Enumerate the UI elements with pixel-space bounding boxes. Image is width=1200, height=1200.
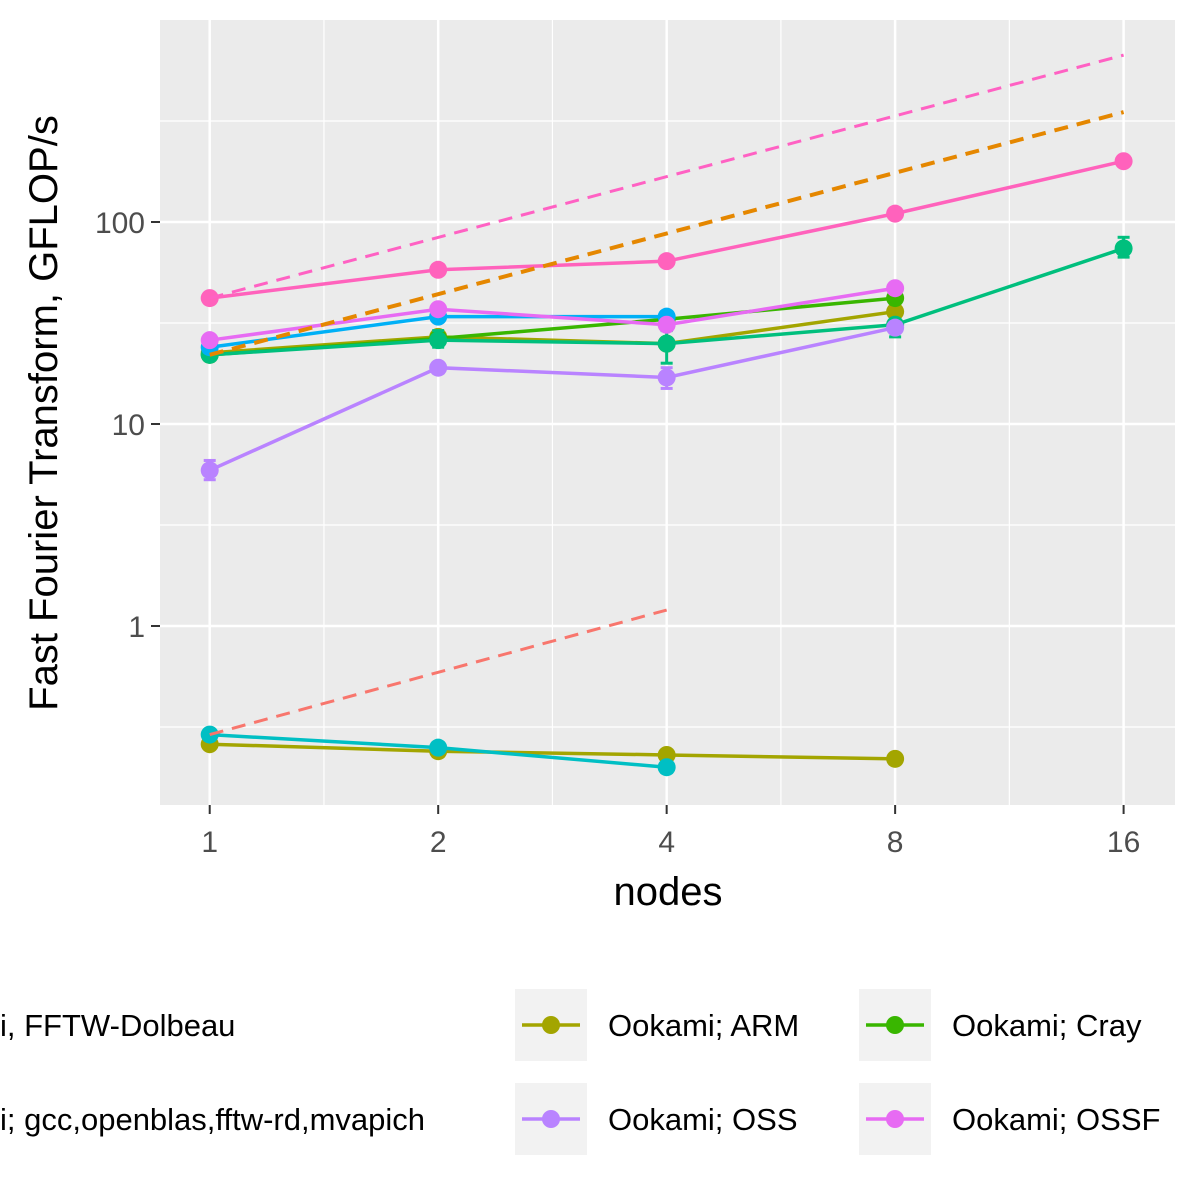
legend-label: Ookami; ARM xyxy=(608,1008,799,1043)
x-tick-label: 1 xyxy=(201,826,218,859)
series-11 xyxy=(209,53,1124,300)
data-point xyxy=(657,368,676,387)
legend-item: Ookami; ARM xyxy=(515,989,799,1061)
series-line xyxy=(209,110,1125,357)
legend-item: Ookami; OSS xyxy=(515,1083,798,1155)
data-point xyxy=(657,252,676,271)
legend-item: Ookami; OSSF xyxy=(859,1083,1160,1155)
series-line xyxy=(209,608,668,737)
data-point xyxy=(1114,152,1133,171)
grid-lines xyxy=(160,20,1175,805)
data-point xyxy=(200,461,219,480)
data-point xyxy=(429,300,448,319)
y-tick-label: 10 xyxy=(112,409,145,442)
x-tick-label: 16 xyxy=(1107,826,1140,859)
axes: 1 2 4 8 16 1 10 100 xyxy=(95,207,1140,859)
legend-item: Ookami; Cray xyxy=(859,989,1142,1061)
legend: i, FFTW-Dolbeau Ookami; ARM Ookami; Cray i;… xyxy=(0,989,1160,1155)
series-6 xyxy=(200,318,905,482)
y-tick-label: 100 xyxy=(95,207,145,240)
legend-key-point xyxy=(542,1110,560,1128)
data-point xyxy=(429,738,448,757)
series-4 xyxy=(200,725,676,777)
data-point xyxy=(429,358,448,377)
data-point xyxy=(657,334,676,353)
series-line xyxy=(209,53,1124,300)
series-10 xyxy=(209,110,1125,357)
legend-label: Ookami; OSSF xyxy=(952,1102,1160,1137)
legend-key-point xyxy=(542,1016,560,1034)
data-point xyxy=(886,749,905,768)
series-line xyxy=(209,742,896,761)
legend-key-point xyxy=(886,1110,904,1128)
series-line xyxy=(208,325,896,472)
legend-label: Ookami; OSS xyxy=(608,1102,798,1137)
legend-item: i; gcc,openblas,fftw-rd,mvapich xyxy=(0,1102,425,1137)
data-point xyxy=(886,279,905,298)
legend-item: i, FFTW-Dolbeau xyxy=(0,1008,235,1043)
x-tick-label: 8 xyxy=(887,826,904,859)
data-point xyxy=(886,204,905,223)
series-layer xyxy=(200,53,1133,777)
data-point xyxy=(429,260,448,279)
legend-key-point xyxy=(886,1016,904,1034)
legend-label: i, FFTW-Dolbeau xyxy=(0,1008,235,1043)
data-point xyxy=(1114,239,1133,258)
data-point xyxy=(200,331,219,350)
series-9 xyxy=(209,608,668,737)
data-point xyxy=(657,315,676,334)
x-axis-title: nodes xyxy=(614,870,723,914)
data-point xyxy=(886,302,905,321)
data-point xyxy=(657,758,676,777)
x-tick-label: 2 xyxy=(430,826,447,859)
data-point xyxy=(429,331,448,350)
x-tick-label: 4 xyxy=(658,826,675,859)
legend-label: Ookami; Cray xyxy=(952,1008,1142,1043)
legend-label: i; gcc,openblas,fftw-rd,mvapich xyxy=(0,1102,425,1137)
y-axis-title: Fast Fourier Transform, GFLOP/s xyxy=(22,115,66,711)
y-tick-label: 1 xyxy=(128,611,145,644)
data-point xyxy=(886,318,905,337)
